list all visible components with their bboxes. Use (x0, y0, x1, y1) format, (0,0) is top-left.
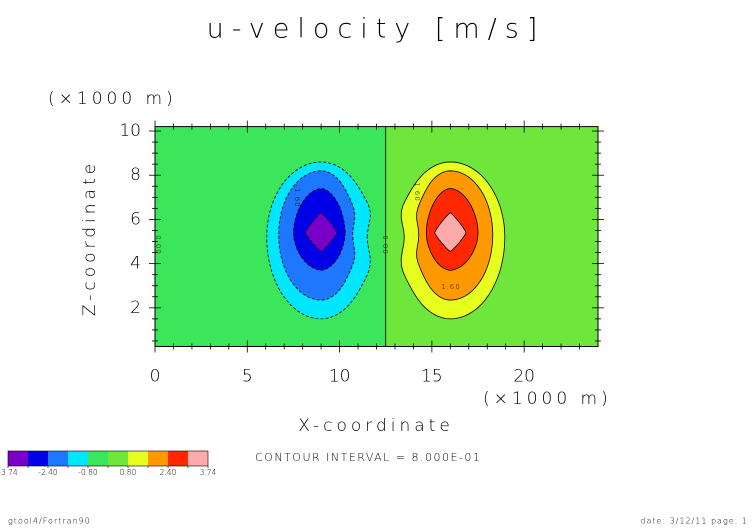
x-tick-label: 0 (150, 367, 161, 387)
y-tick-label: 10 (119, 121, 141, 141)
colorbar-label: 2.40 (160, 468, 177, 477)
contour-label: 1.60 (441, 283, 461, 291)
y-tick-label: 8 (130, 165, 141, 185)
contour-label: -1.60 (293, 184, 301, 207)
colorbar-label: 3.74 (200, 468, 217, 477)
colorbar-box (128, 451, 148, 466)
x-tick-label: 20 (513, 367, 535, 387)
colorbar-box (188, 451, 208, 466)
y-axis-label: Z-coordinate (80, 160, 100, 316)
plot-area (149, 120, 604, 353)
footer-left: gtool4/Fortran90 (8, 517, 91, 526)
colorbar-label: -2.40 (38, 468, 58, 477)
colorbar-box (48, 451, 68, 466)
colorbar-box (168, 451, 188, 466)
y-tick-label: 6 (130, 209, 141, 229)
contour-label: 1.60 (413, 182, 421, 202)
colorbar: -3.74 -2.40 -0.80 0.80 2.40 3.74 (0, 450, 217, 477)
colorbar-box (28, 451, 48, 466)
contour-region (304, 212, 338, 253)
colorbar-label: 0.80 (120, 468, 137, 477)
colorbar-box (8, 451, 28, 466)
contour-label: 0.00 (381, 235, 389, 255)
colorbar-box (148, 451, 168, 466)
annotation: CONTOUR INTERVAL = 8.000E-01 (255, 451, 481, 464)
colorbar-label: -0.80 (78, 468, 98, 477)
colorbar-box (68, 451, 88, 466)
footer-right: date: 3/12/11 page: 1 (640, 517, 748, 526)
x-axis-label: X-coordinate (298, 416, 454, 436)
chart-title: u-velocity [m/s] (207, 14, 546, 45)
y-unit: (×1000 m) (48, 89, 177, 109)
x-tick-label: 5 (242, 367, 253, 387)
contour-label: 0.00 (154, 235, 162, 255)
x-tick-label: 10 (329, 367, 351, 387)
x-tick-label: 15 (421, 367, 443, 387)
colorbar-box (88, 451, 108, 466)
colorbar-label: -3.74 (0, 468, 18, 477)
y-tick-label: 2 (130, 298, 141, 318)
contour-region (434, 212, 467, 253)
y-tick-label: 4 (130, 254, 141, 274)
x-unit: (×1000 m) (483, 389, 612, 409)
colorbar-box (108, 451, 128, 466)
